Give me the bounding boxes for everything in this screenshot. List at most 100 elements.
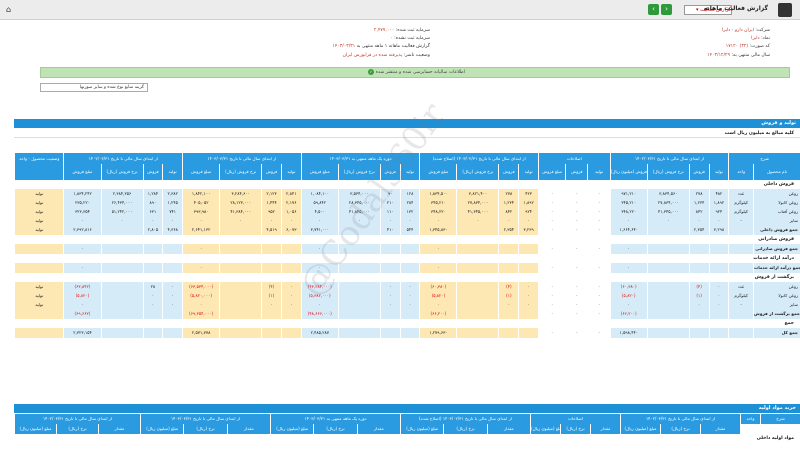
filter-input[interactable]: گزینه منابع نوع شده و سایر صورتها [40, 83, 148, 92]
column-header: تولید [280, 164, 301, 180]
table-cell: روغن کانولا [753, 291, 800, 300]
table-cell: ۲۸,۱۲۳,۰۰۰ [219, 198, 262, 207]
chevron-right-icon[interactable]: › [661, 4, 672, 15]
column-header: واحد [728, 164, 754, 180]
raw-section-label-row: مواد اولیه داخلی [14, 434, 800, 443]
table-cell [498, 309, 519, 319]
table-cell: ۰ [587, 300, 610, 309]
table-cell: (۶۹,۳۵۴,۰۰۰) [182, 309, 220, 319]
table-cell: (۴۸,۶۶۶,۰۰۰) [300, 309, 338, 319]
table-cell: ۲۷۸ [498, 189, 519, 198]
column-group-header: از ابتدای سال مالی تا تاریخ ۱۴۰۳/۰۲/۳۱ (… [419, 153, 538, 164]
table-cell [456, 282, 499, 291]
table-cell: ۰ [587, 263, 610, 273]
table-cell: ۰ [162, 216, 183, 225]
table-cell: ۰ [688, 300, 709, 309]
column-header: نرخ فروش (ریال) [100, 164, 143, 180]
table-cell [100, 282, 143, 291]
table-cell: ۰ [538, 328, 566, 338]
table-cell [728, 328, 754, 338]
table-cell: (۴) [498, 282, 519, 291]
raw-column-header: مبلغ (میلیون ریال) [270, 424, 314, 434]
table-cell: ۰ [182, 300, 220, 309]
table-cell: ۲۶,۴۳۴,۰۰۰ [100, 198, 143, 207]
chevron-left-icon[interactable]: ‹ [648, 4, 659, 15]
table-cell: ۳۲۳,۳۵۴ [63, 207, 101, 216]
table-cell: ۴,۳۶۸ [162, 225, 183, 235]
table-cell [646, 300, 689, 309]
code-row: کد صورت: (۳۲) ۱۷۱۲۰ [725, 44, 770, 49]
table-cell [337, 244, 380, 254]
table-cell: تولید [14, 198, 64, 207]
report-type-select[interactable]: گزارش فعالیت ▾ [684, 5, 732, 15]
table-cell: کیلوگرم [728, 207, 754, 216]
table-row: جمع درآمد ارائه خدمات ۰ ۰ ۰ ۰ ۰ ۰ ۰ ۰ [14, 263, 800, 273]
table-cell: ۰ [538, 189, 566, 198]
table-cell: ۱,۲۳۴ [688, 198, 709, 207]
table-cell: ۱,۲۳۴ [498, 198, 519, 207]
unregistered-capital-row: سرمایه ثبت نشده: ۰ [390, 36, 430, 41]
table-cell: روغن [753, 282, 800, 291]
table-cell: ۱,۸۳۴,۵۰۰ [419, 189, 457, 198]
table-cell: ۰ [162, 300, 183, 309]
table-cell: عدد [728, 282, 754, 291]
table-cell [337, 309, 380, 319]
table-cell: ۸۹۰ [142, 198, 163, 207]
table-cell: عدد [728, 189, 754, 198]
table-cell: ۱۲۸ [399, 189, 420, 198]
table-cell: روغن [753, 189, 800, 198]
table-cell: ۰ [708, 291, 729, 300]
raw-column-header: نرخ (ریال) [660, 424, 700, 434]
column-header: فروش [379, 164, 400, 180]
column-header: فروش [498, 164, 519, 180]
table-cell: ۰ [142, 291, 163, 300]
table-cell [14, 328, 64, 338]
raw-column-header: مبلغ (میلیون ریال) [400, 424, 444, 434]
table-cell: ۰ [565, 198, 588, 207]
table-cell: ۰ [565, 189, 588, 198]
table-cell [219, 282, 262, 291]
table-cell: ۲,۸۰۵ [142, 225, 163, 235]
table-cell [518, 244, 538, 254]
check-icon: ✓ [368, 68, 375, 75]
table-cell: ۰ [379, 216, 400, 225]
column-header: فروش [565, 164, 588, 180]
table-cell [14, 263, 64, 273]
table-cell [337, 282, 380, 291]
table-cell [100, 291, 143, 300]
table-cell [219, 300, 262, 309]
table-cell [162, 328, 183, 338]
table-cell: ۱,۸۹۲ [518, 198, 538, 207]
table-cell: ۳,۲۳۹ [518, 225, 538, 235]
raw-column-group-header: اصلاحات [530, 414, 620, 424]
table-cell: تولید [14, 282, 64, 291]
section-label: درآمد ارائه خدمات [753, 256, 794, 261]
column-header: تولید [162, 164, 183, 180]
table-cell: ۳,۷۴۱,۰۰۰ [300, 225, 338, 235]
table-cell: ۲,۱۲۳ [261, 189, 281, 198]
table-cell [399, 309, 420, 319]
table-cell [100, 309, 143, 319]
table-cell [646, 225, 689, 235]
table-cell: ۰ [498, 216, 519, 225]
table-cell: ۰ [587, 328, 610, 338]
table-cell [219, 309, 262, 319]
section-production-sales-title: تولید و فروش [14, 119, 800, 128]
table-cell: ۱,۶۶۴,۶۴۰ [609, 225, 647, 235]
table-cell [379, 244, 400, 254]
table-cell: ۰ [162, 282, 183, 291]
table-cell: ۳,۲۸۴,۶۰۰ [219, 189, 262, 198]
table-cell [337, 291, 380, 300]
table-cell [456, 328, 499, 338]
home-icon[interactable]: ⌂ [6, 5, 12, 14]
table-cell [646, 282, 689, 291]
table-cell: ۰ [587, 282, 610, 291]
table-cell [100, 328, 143, 338]
section-label: فروش صادراتی [758, 237, 794, 242]
table-cell: ۴,۵۰۰ [300, 207, 338, 216]
table-cell: تولید [14, 189, 64, 198]
table-cell: ۱,۵۹۸,۴۴۰ [609, 328, 647, 338]
table-cell [518, 263, 538, 273]
table-cell: ۴۱۰ [379, 225, 400, 235]
table-cell: ۳,۵۳۴,۰۰۰ [337, 189, 380, 198]
